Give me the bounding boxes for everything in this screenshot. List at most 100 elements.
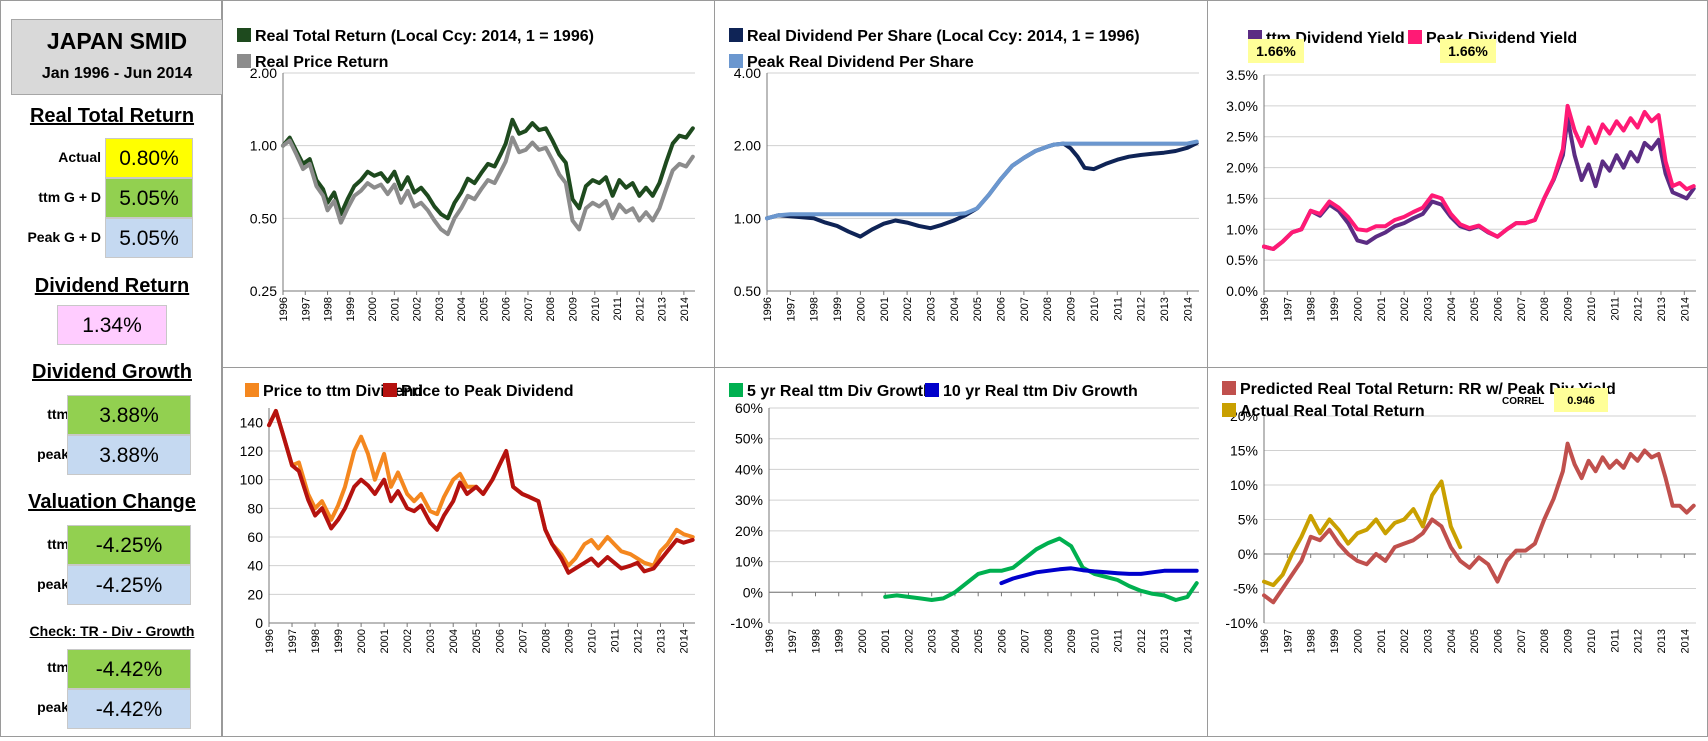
y-tick-label: -5% (1233, 581, 1258, 597)
x-tick-label: 2000 (857, 629, 869, 653)
x-tick-label: 1996 (1259, 629, 1271, 653)
x-tick-label: 2012 (1136, 297, 1148, 321)
x-tick-label: 2003 (925, 297, 937, 321)
dividend-yield-chart: 0.0% 0.5% 1.0% 1.5% 2.0% 2.5% 3.0% 3.5% 1996 1997… (1226, 30, 1696, 321)
x-tick-label: 2000 (356, 629, 368, 653)
y-tick-label: 0% (743, 584, 763, 600)
x-tick-label: 2000 (855, 297, 867, 321)
x-tick-label: 1996 (264, 629, 276, 653)
x-tick-label: 1998 (310, 629, 322, 653)
x-tick-label: 2007 (1019, 297, 1031, 321)
x-tick-label: 2006 (501, 297, 513, 321)
valuation-peak-value: -4.25% (67, 565, 191, 605)
x-tick-label: 1997 (785, 297, 797, 321)
x-tick-label: 2005 (973, 629, 985, 653)
x-tick-label: 2013 (1159, 297, 1171, 321)
x-tick-label: 2002 (412, 297, 424, 321)
y-tick-label: 10% (735, 554, 763, 570)
x-tick-label: 2007 (1020, 629, 1032, 653)
x-tick-label: 1999 (834, 629, 846, 653)
legend-swatch (925, 383, 939, 397)
x-tick-label: 2006 (1493, 297, 1505, 321)
x-tick-label: 2008 (1539, 297, 1551, 321)
x-tick-label: 2014 (1182, 297, 1194, 321)
check-peak-label: peak (37, 699, 69, 715)
x-tick-label: 2012 (1633, 297, 1645, 321)
x-tick-label: 2013 (1656, 297, 1668, 321)
x-tick-label: 2004 (456, 297, 468, 321)
x-tick-label: 2007 (517, 629, 529, 653)
x-tick-label: 1997 (787, 629, 799, 653)
y-tick-label: 1.5% (1226, 190, 1258, 206)
x-tick-label: 2009 (1066, 629, 1078, 653)
y-tick-label: 2.00 (734, 138, 761, 154)
x-tick-label: 2008 (1043, 629, 1055, 653)
x-tick-label: 2006 (1493, 629, 1505, 653)
peak-gd-value: 5.05% (105, 218, 193, 258)
dividend-return-heading: Dividend Return (34, 275, 190, 297)
price-to-dividend-chart: 0 20 40 60 80 100 120 140 1996 1997 1998 1999 2000 20… (240, 383, 695, 653)
series-line-peak-dividend-yield (1262, 103, 1696, 251)
x-tick-label: 2000 (1352, 629, 1364, 653)
period-label: Jan 1996 - Jun 2014 (41, 65, 193, 82)
y-tick-label: 60% (735, 400, 763, 416)
y-tick-label: 1.0% (1226, 221, 1258, 237)
x-tick-label: 1999 (832, 297, 844, 321)
y-tick-label: 4.00 (734, 65, 761, 81)
x-tick-label: 1997 (300, 297, 312, 321)
x-tick-label: 2000 (367, 297, 379, 321)
correl-label: CORREL (1502, 396, 1544, 407)
x-tick-label: 1996 (764, 629, 776, 653)
x-tick-label: 2001 (389, 297, 401, 321)
index-title: JAPAN SMID (46, 28, 188, 54)
series-line-peak-real-dividend-per-share (765, 139, 1199, 221)
div-growth-ttm-label: ttm (47, 406, 69, 422)
x-tick-label: 2013 (657, 297, 669, 321)
legend-label: 5 yr Real ttm Div Growth (747, 383, 933, 400)
x-tick-label: 2014 (1679, 629, 1691, 653)
ttm-gd-label: ttm G + D (38, 189, 101, 205)
y-tick-label: 10% (1230, 477, 1258, 493)
x-tick-label: 2011 (1112, 297, 1124, 321)
legend-swatch (729, 54, 743, 68)
legend-label: Real Price Return (255, 54, 388, 71)
x-tick-label: 2001 (1376, 629, 1388, 653)
dividend-growth-chart-panel: -10% 0% 10% 20% 30% 40% 50% 60% 1996 1997 1998 1999… (714, 367, 1208, 737)
x-tick-label: 1998 (1306, 297, 1318, 321)
x-tick-label: 1996 (762, 297, 774, 321)
y-tick-label: 40 (247, 558, 263, 574)
series-line-real-price-return (281, 135, 695, 237)
y-tick-label: 20 (247, 586, 263, 602)
x-tick-label: 2010 (590, 297, 602, 321)
y-tick-label: -10% (730, 615, 763, 631)
x-tick-label: 2005 (1469, 629, 1481, 653)
x-tick-label: 2007 (1516, 297, 1528, 321)
series-line-predicted-real-total-return-rr-w-peak-div-yield (1262, 441, 1696, 605)
y-tick-label: 2.00 (250, 65, 277, 81)
legend-swatch (1408, 30, 1422, 44)
predicted-return-chart-panel: -10% -5% 0% 5% 10% 15% 20% 1996 1997 1998 1999 2000… (1207, 367, 1708, 737)
valuation-peak-label: peak (37, 576, 69, 592)
x-tick-label: 2012 (1633, 629, 1645, 653)
y-tick-label: 60 (247, 529, 263, 545)
x-tick-label: 2001 (880, 629, 892, 653)
correl-value: 0.946 (1567, 395, 1595, 407)
x-tick-label: 2009 (563, 629, 575, 653)
x-tick-label: 2009 (1563, 629, 1575, 653)
legend-swatch (237, 54, 251, 68)
x-tick-label: 1999 (345, 297, 357, 321)
legend-label: Actual Real Total Return (1240, 403, 1425, 420)
series-line-real-dividend-per-share-local-ccy-2014-1-1996 (765, 141, 1199, 239)
div-growth-ttm-value: 3.88% (67, 395, 191, 435)
dividend-per-share-chart: 0.50 1.00 2.00 4.00 1996 1997 1998 1999 2000 2001… (729, 28, 1199, 321)
x-tick-label: 2013 (655, 629, 667, 653)
x-tick-label: 2001 (379, 629, 391, 653)
actual-label: Actual (58, 149, 101, 165)
div-growth-peak-value: 3.88% (67, 435, 191, 475)
legend-label: Real Dividend Per Share (Local Ccy: 2014… (747, 28, 1140, 45)
legend-label: Price to Peak Dividend (401, 383, 574, 400)
x-tick-label: 2014 (1182, 629, 1194, 653)
real-total-return-heading: Real Total Return (29, 105, 195, 127)
yield-badge (1248, 39, 1304, 63)
actual-value: 0.80% (105, 138, 193, 178)
